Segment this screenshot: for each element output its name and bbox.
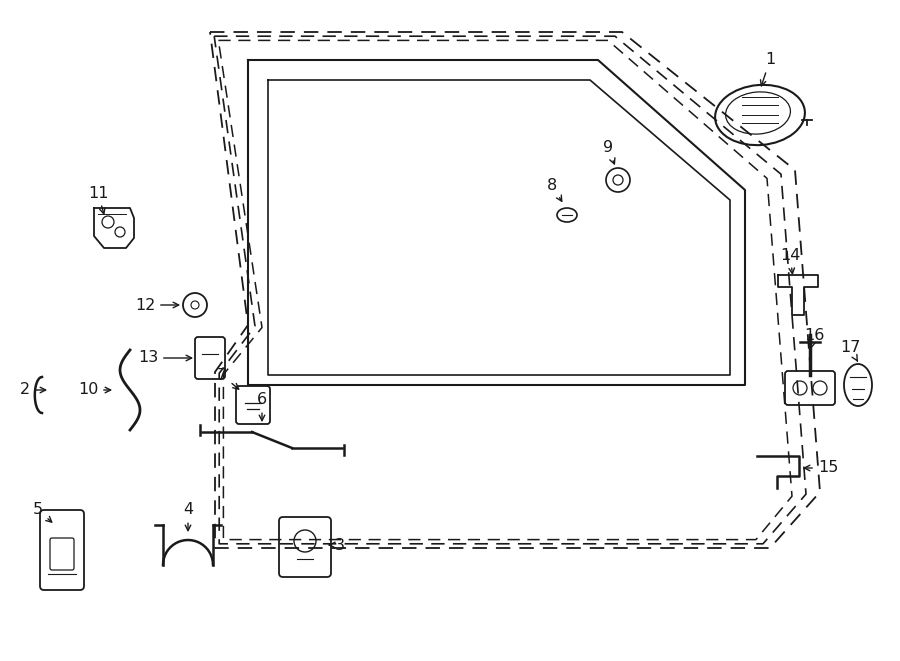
Text: 9: 9 xyxy=(603,141,615,164)
Text: 14: 14 xyxy=(779,247,800,274)
Text: 10: 10 xyxy=(77,383,111,397)
Text: 17: 17 xyxy=(840,340,860,361)
Text: 1: 1 xyxy=(760,52,775,86)
Text: 5: 5 xyxy=(33,502,52,522)
Text: 2: 2 xyxy=(20,383,46,397)
Text: 16: 16 xyxy=(804,327,824,348)
Text: 12: 12 xyxy=(135,297,179,313)
Text: 6: 6 xyxy=(256,393,267,420)
Text: 11: 11 xyxy=(88,186,108,214)
Text: 15: 15 xyxy=(805,461,838,475)
Text: 8: 8 xyxy=(547,178,562,202)
Text: 3: 3 xyxy=(329,537,345,553)
Text: 7: 7 xyxy=(217,368,239,389)
Text: 4: 4 xyxy=(183,502,194,531)
Text: 13: 13 xyxy=(138,350,192,366)
